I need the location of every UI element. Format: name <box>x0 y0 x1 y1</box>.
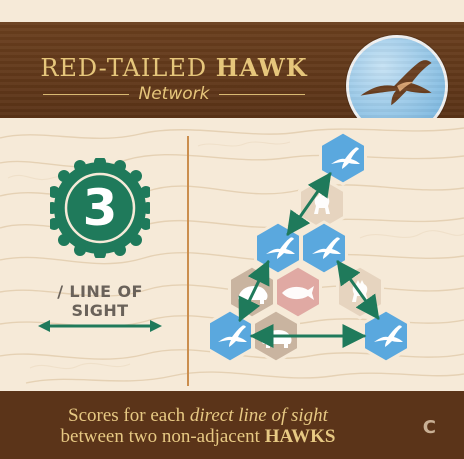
footer-line-2: between two non-adjacent HAWKS <box>0 426 396 447</box>
card-header: RED-TAILED HAWK Network <box>0 22 464 137</box>
vertical-divider <box>187 136 189 386</box>
card-footer: Scores for each direct line of sight bet… <box>0 391 464 459</box>
subtitle-left-rule <box>42 93 129 95</box>
title-light-part: RED-TAILED <box>40 54 216 82</box>
subtitle-right-rule <box>219 93 306 95</box>
hex-network-diagram <box>210 130 410 364</box>
title-bold-part: HAWK <box>215 53 308 82</box>
score-value: 3 <box>82 179 118 237</box>
footer-rule-text: Scores for each direct line of sight bet… <box>0 405 396 447</box>
line-of-sight-arrows <box>238 172 380 348</box>
footer-line-2-b: HAWKS <box>264 426 336 447</box>
hawk-tile-icon <box>210 308 254 364</box>
footer-line-1-a: Scores for each <box>68 405 190 426</box>
card-body: 3 / LINE OF SIGHT <box>0 118 464 391</box>
set-code: C <box>422 417 436 438</box>
hex-tiles <box>210 130 410 364</box>
score-label: / LINE OF SIGHT <box>57 282 143 320</box>
footer-line-1-b: direct line of sight <box>189 405 328 426</box>
card-title-block: RED-TAILED HAWK Network <box>28 53 320 105</box>
salmon-tile-icon <box>274 264 322 320</box>
card-subtitle: Network <box>138 84 210 104</box>
footer-line-2-a: between two non-adjacent <box>60 426 265 447</box>
hawk-tile-icon <box>254 220 302 276</box>
score-seal: 3 <box>46 156 154 260</box>
hawk-tile-icon <box>362 308 410 364</box>
double-arrow-icon <box>38 320 162 332</box>
footer-line-1: Scores for each direct line of sight <box>0 405 396 426</box>
subtitle-row: Network <box>28 84 320 104</box>
card-title: RED-TAILED HAWK <box>28 53 320 83</box>
